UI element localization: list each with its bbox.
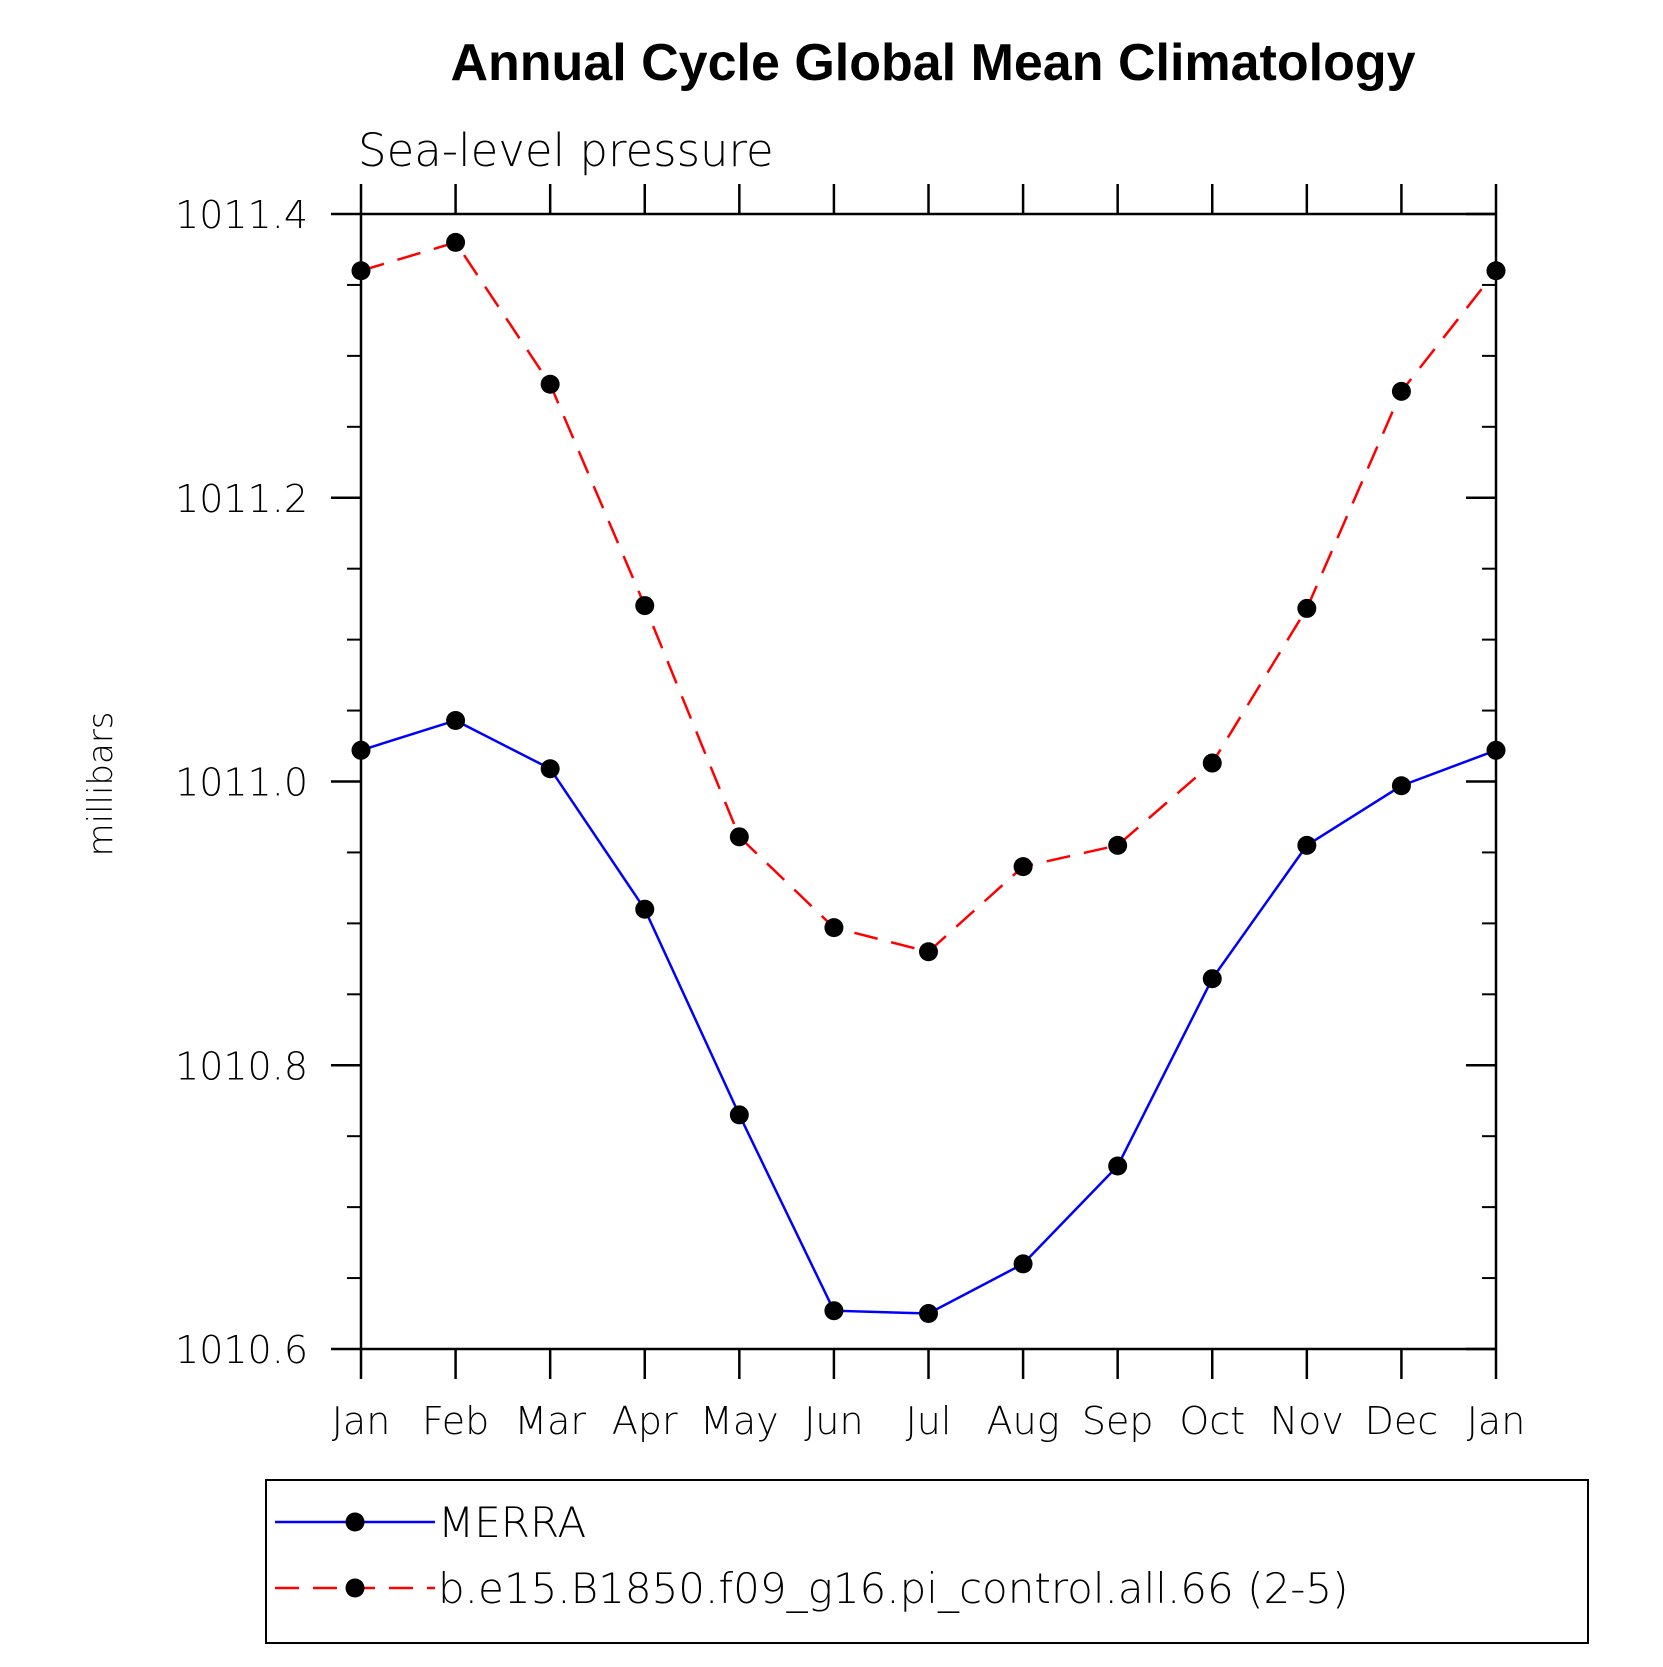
series-1 bbox=[351, 710, 1506, 1324]
x-tick-label: Jun bbox=[804, 1399, 863, 1443]
data-point bbox=[824, 918, 844, 938]
legend-box bbox=[265, 1479, 1589, 1644]
legend-item: b.e15.B1850.f09_g16.pi_control.all.66 (2… bbox=[275, 1564, 1348, 1613]
x-tick-label: Nov bbox=[1270, 1399, 1344, 1443]
x-tick-label: Oct bbox=[1179, 1399, 1245, 1443]
y-tick-label: 1010.8 bbox=[175, 1044, 308, 1088]
x-tick-label: Feb bbox=[422, 1399, 489, 1443]
legend-marker bbox=[345, 1578, 365, 1598]
x-tick-label: Sep bbox=[1082, 1399, 1154, 1443]
legend-marker bbox=[345, 1512, 365, 1532]
data-point bbox=[919, 942, 938, 962]
data-point bbox=[1013, 1254, 1033, 1274]
data-point bbox=[1202, 969, 1222, 989]
x-tick-label: Jan bbox=[332, 1399, 391, 1443]
chart-title: Annual Cycle Global Mean Climatology bbox=[450, 34, 1415, 92]
y-tick-label: 1011.2 bbox=[175, 477, 308, 521]
data-point bbox=[1297, 835, 1317, 855]
data-point bbox=[1202, 753, 1222, 773]
x-tick-label: May bbox=[700, 1399, 779, 1443]
data-point bbox=[919, 1304, 938, 1324]
x-tick-label: Dec bbox=[1365, 1399, 1439, 1443]
data-point bbox=[1391, 381, 1411, 401]
axis-ticks: Jan Feb Mar Apr May Jun Jul Aug Sep Oct Nov Dec Jan 1… bbox=[175, 184, 1525, 1443]
series-line bbox=[360, 719, 1497, 1315]
data-point bbox=[729, 1105, 749, 1125]
data-point bbox=[1391, 776, 1411, 796]
legend-label: b.e15.B1850.f09_g16.pi_control.all.66 (2… bbox=[438, 1564, 1348, 1613]
legend-item: MERRA bbox=[275, 1498, 586, 1547]
data-point bbox=[1108, 835, 1128, 855]
data-point bbox=[446, 710, 466, 730]
legend-items: MERRA b.e15.B1850.f09_g16.pi_control.all.… bbox=[275, 1498, 1348, 1613]
x-tick-label: Apr bbox=[612, 1399, 678, 1443]
data-point bbox=[635, 596, 655, 616]
y-tick-label: 1011.0 bbox=[175, 761, 308, 805]
x-tick-label: Mar bbox=[514, 1399, 586, 1443]
legend-label: MERRA bbox=[438, 1498, 586, 1547]
x-tick-label: Jul bbox=[906, 1399, 952, 1443]
data-point bbox=[635, 899, 655, 919]
data-point bbox=[1013, 857, 1033, 877]
x-tick-label: Jan bbox=[1467, 1399, 1526, 1443]
chart-subtitle: Sea-level pressure bbox=[358, 124, 774, 177]
series-2 bbox=[351, 232, 1506, 962]
series-layer bbox=[351, 232, 1506, 1324]
data-point bbox=[1297, 598, 1317, 618]
data-point bbox=[446, 232, 466, 252]
data-point bbox=[540, 374, 560, 394]
y-tick-label: 1010.6 bbox=[175, 1328, 308, 1372]
x-tick-label: Aug bbox=[987, 1399, 1060, 1443]
y-tick-label: 1011.4 bbox=[175, 193, 308, 237]
y-axis-label: millibars bbox=[81, 711, 121, 856]
plot-frame bbox=[359, 212, 1498, 1351]
data-point bbox=[824, 1301, 844, 1321]
data-point bbox=[540, 759, 560, 779]
data-point bbox=[1108, 1156, 1128, 1176]
series-line bbox=[360, 240, 1497, 954]
data-point bbox=[729, 827, 749, 847]
legend: MERRA b.e15.B1850.f09_g16.pi_control.all.… bbox=[265, 1479, 1589, 1644]
